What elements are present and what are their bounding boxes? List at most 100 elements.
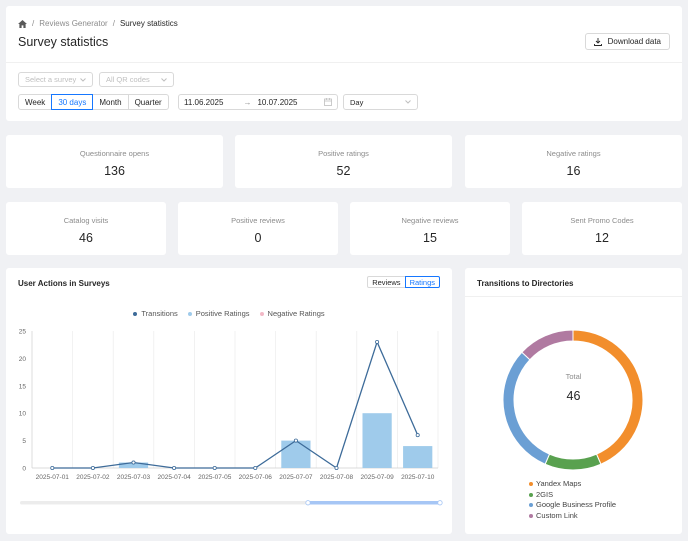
y-tick-label: 15 <box>19 383 27 390</box>
donut-slice[interactable] <box>521 329 574 361</box>
toggle-ratings[interactable]: Ratings <box>404 276 440 288</box>
y-tick-label: 5 <box>22 438 26 445</box>
line-point <box>172 465 177 470</box>
stat-positive-ratings: Positive ratings 52 <box>235 135 452 188</box>
legend-label: Google Business Profile <box>536 500 617 509</box>
donut-slice[interactable] <box>544 453 602 471</box>
period-selector: Week 30 days Month Quarter <box>18 94 169 110</box>
home-icon[interactable] <box>18 19 27 28</box>
legend-label: Transitions <box>141 309 178 318</box>
legend-dot <box>529 503 533 508</box>
survey-select-placeholder: Select a survey <box>25 75 77 84</box>
transitions-line <box>52 340 419 470</box>
y-tick-label: 20 <box>19 356 27 363</box>
legend-label: Positive Ratings <box>195 309 250 318</box>
breadcrumb-separator: / <box>112 19 115 28</box>
survey-select[interactable]: Select a survey <box>18 72 93 87</box>
legend-dot <box>529 482 533 487</box>
breadcrumb: / Reviews Generator / Survey statistics <box>18 19 178 28</box>
stat-questionnaire-opens: Questionnaire opens 136 <box>6 135 223 188</box>
stat-value: 16 <box>566 164 581 178</box>
date-range-picker[interactable]: 11.06.2025 → 10.07.2025 <box>178 94 338 110</box>
calendar-icon <box>324 98 332 106</box>
legend-item[interactable]: Negative Ratings <box>259 309 325 318</box>
stat-value: 15 <box>423 231 437 245</box>
chevron-down-icon <box>405 100 411 104</box>
donut-legend: Yandex Maps 2GIS Google Business Profile… <box>529 479 616 521</box>
line-point <box>415 433 420 438</box>
bar <box>118 462 149 468</box>
line-point <box>334 465 339 470</box>
x-tick-label: 2025-07-02 <box>76 474 110 481</box>
x-tick-label: 2025-07-06 <box>239 474 273 481</box>
legend-item[interactable]: Google Business Profile <box>529 500 616 511</box>
legend-dot <box>529 492 533 497</box>
x-tick-label: 2025-07-03 <box>117 474 151 481</box>
zoom-slider[interactable] <box>308 501 440 505</box>
legend-item[interactable]: Positive Ratings <box>187 309 250 318</box>
zoom-handle[interactable] <box>437 500 443 506</box>
legend-item[interactable]: Yandex Maps <box>529 479 616 490</box>
x-tick-label: 2025-07-04 <box>157 474 191 481</box>
chevron-down-icon <box>161 77 167 82</box>
line-point <box>253 465 258 470</box>
divider <box>465 296 682 297</box>
legend-dot <box>259 312 264 317</box>
period-month[interactable]: Month <box>92 94 129 110</box>
directions-donut-chart <box>502 329 644 471</box>
download-data-button[interactable]: Download data <box>584 33 670 50</box>
line-point <box>50 465 55 470</box>
legend-dot <box>529 513 533 518</box>
page-title: Survey statistics <box>18 35 109 49</box>
y-tick-label: 25 <box>19 329 27 336</box>
qr-select-placeholder: All QR codes <box>106 75 150 84</box>
legend-item[interactable]: Custom Link <box>529 511 616 522</box>
stat-label: Catalog visits <box>63 216 109 225</box>
y-tick-label: 0 <box>22 466 26 473</box>
qr-select[interactable]: All QR codes <box>99 72 174 87</box>
filters-card: / Reviews Generator / Survey statistics … <box>6 6 682 121</box>
donut-total-label: Total <box>565 372 582 381</box>
date-from[interactable]: 11.06.2025 <box>184 97 224 107</box>
chart-legend: Transitions Positive Ratings Negative Ra… <box>6 309 452 318</box>
stat-value: 46 <box>79 231 93 245</box>
x-tick-label: 2025-07-05 <box>198 474 232 481</box>
user-actions-panel: User Actions in Surveys Reviews Ratings … <box>6 268 452 534</box>
period-30-days[interactable]: 30 days <box>51 94 94 110</box>
legend-label: Negative Ratings <box>267 309 325 318</box>
legend-item[interactable]: Transitions <box>133 309 178 318</box>
period-week[interactable]: Week <box>18 94 53 110</box>
breadcrumb-separator: / <box>32 19 35 28</box>
stat-sent-promo-codes: Sent Promo Codes 12 <box>522 202 682 255</box>
line-point <box>375 339 380 344</box>
line-point <box>293 438 298 443</box>
reviews-ratings-toggle: Reviews Ratings <box>367 276 440 288</box>
stat-negative-reviews: Negative reviews 15 <box>350 202 510 255</box>
date-to[interactable]: 10.07.2025 <box>257 97 298 107</box>
stat-value: 136 <box>104 164 125 178</box>
stat-value: 0 <box>254 231 262 245</box>
stat-label: Questionnaire opens <box>79 149 150 158</box>
donut-slice[interactable] <box>502 351 551 465</box>
breadcrumb-parent[interactable]: Reviews Generator <box>39 19 108 28</box>
donut-total-value: 46 <box>566 389 581 403</box>
bar <box>281 440 311 468</box>
actions-chart: 0 5 10 15 20 25 2025-07-01 2025-07-02 2025-07-03… <box>19 329 443 506</box>
line-point <box>212 465 217 470</box>
panel-title: User Actions in Surveys <box>18 279 110 288</box>
arrow-right-icon: → <box>243 97 252 107</box>
download-label: Download data <box>607 37 661 46</box>
granularity-value: Day <box>350 97 364 107</box>
legend-label: 2GIS <box>536 489 554 499</box>
stat-positive-reviews: Positive reviews 0 <box>178 202 338 255</box>
stat-label: Positive ratings <box>318 149 369 158</box>
legend-item[interactable]: 2GIS <box>529 490 616 501</box>
granularity-select[interactable]: Day <box>343 94 418 110</box>
zoom-handle[interactable] <box>305 500 311 506</box>
y-tick-label: 10 <box>19 411 27 418</box>
stat-label: Negative reviews <box>401 216 459 225</box>
x-tick-label: 2025-07-08 <box>320 474 354 481</box>
download-icon <box>593 37 602 46</box>
period-quarter[interactable]: Quarter <box>127 94 169 110</box>
stat-value: 52 <box>336 164 351 178</box>
